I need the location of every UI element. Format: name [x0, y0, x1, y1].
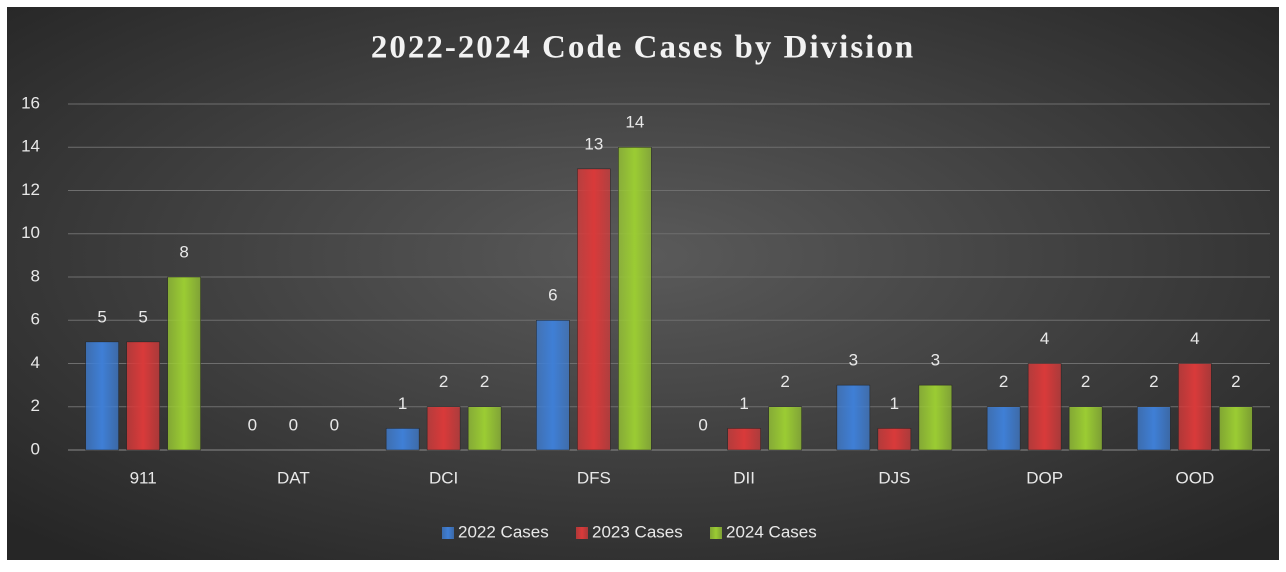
data-label: 2 [1081, 372, 1090, 391]
bar [126, 341, 160, 451]
x-tick-label: OOD [1176, 468, 1215, 487]
bar [385, 428, 420, 451]
data-label: 4 [1190, 329, 1199, 348]
bar [536, 320, 570, 451]
data-label: 5 [138, 307, 147, 326]
y-tick-label: 14 [21, 137, 40, 156]
bar [1137, 406, 1171, 451]
y-tick-label: 10 [21, 223, 40, 242]
legend-label: 2022 Cases [458, 522, 549, 541]
bar [577, 168, 611, 451]
y-tick-label: 2 [31, 396, 40, 415]
data-label: 1 [398, 394, 407, 413]
data-label: 2 [1231, 372, 1240, 391]
bar [727, 428, 761, 451]
x-tick-label: DCI [429, 468, 458, 487]
data-label: 0 [698, 415, 707, 434]
data-label: 0 [330, 415, 339, 434]
bar [986, 406, 1021, 451]
bar [85, 341, 119, 451]
data-label: 1 [739, 394, 748, 413]
x-tick-label: DII [733, 468, 755, 487]
data-label: 3 [931, 351, 940, 370]
data-label: 2 [780, 372, 789, 391]
data-label: 3 [849, 351, 858, 370]
legend-swatch [442, 527, 454, 539]
legend-label: 2024 Cases [726, 522, 817, 541]
x-tick-label: DJS [878, 468, 910, 487]
data-label: 14 [625, 113, 644, 132]
bar [167, 276, 201, 451]
x-tick-label: 911 [130, 468, 157, 487]
data-label: 0 [289, 415, 298, 434]
data-label: 2 [439, 372, 448, 391]
y-tick-label: 0 [31, 439, 40, 458]
y-tick-label: 16 [21, 93, 40, 112]
data-label: 2 [999, 372, 1008, 391]
data-label: 8 [179, 242, 188, 261]
y-tick-label: 4 [31, 353, 40, 372]
bar [768, 406, 802, 451]
data-label: 6 [548, 286, 557, 305]
bar [836, 384, 871, 451]
bar [1219, 406, 1253, 451]
bar [877, 428, 912, 451]
legend-label: 2023 Cases [592, 522, 683, 541]
legend-swatch [710, 527, 722, 539]
x-tick-label: DFS [577, 468, 611, 487]
data-label: 0 [248, 415, 257, 434]
bar [467, 406, 502, 451]
data-label: 5 [97, 307, 106, 326]
y-tick-label: 12 [21, 180, 40, 199]
bar [426, 406, 461, 451]
bar [1068, 406, 1103, 451]
bar [1027, 363, 1062, 451]
data-label: 2 [1149, 372, 1158, 391]
y-tick-label: 6 [31, 310, 40, 329]
bar [618, 147, 652, 451]
data-label: 2 [480, 372, 489, 391]
chart-title: 2022-2024 Code Cases by Division [371, 30, 915, 66]
x-tick-label: DAT [277, 468, 310, 487]
bar [1178, 363, 1212, 451]
bar [918, 384, 953, 451]
data-label: 4 [1040, 329, 1049, 348]
x-tick-label: DOP [1026, 468, 1063, 487]
legend-swatch [576, 527, 588, 539]
data-label: 13 [584, 134, 603, 153]
data-label: 1 [890, 394, 899, 413]
y-tick-label: 8 [31, 266, 40, 285]
